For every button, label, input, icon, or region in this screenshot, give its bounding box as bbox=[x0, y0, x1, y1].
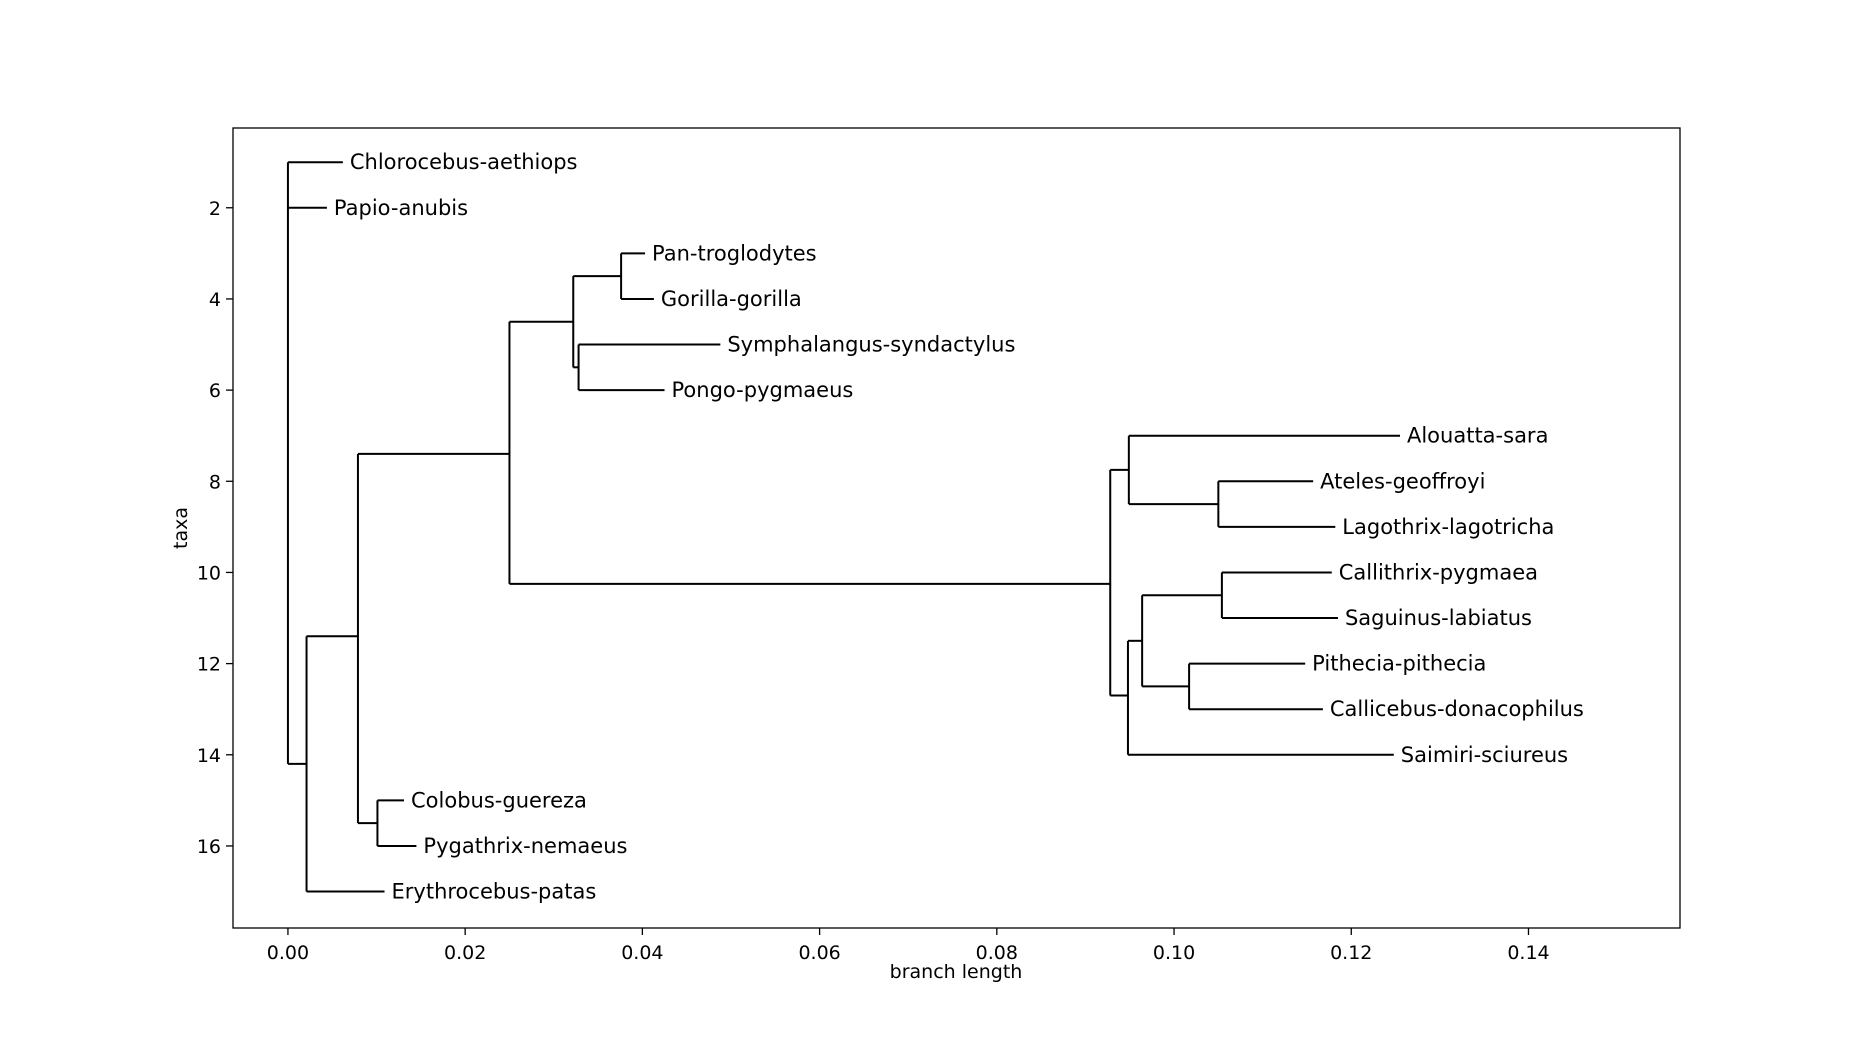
x-tick-label: 0.02 bbox=[444, 942, 486, 964]
leaf-label: Callicebus-donacophilus bbox=[1330, 697, 1584, 721]
x-tick-label: 0.12 bbox=[1330, 942, 1372, 964]
x-tick-label: 0.04 bbox=[621, 942, 663, 964]
leaf-label: Lagothrix-lagotricha bbox=[1342, 515, 1554, 539]
y-tick-label: 12 bbox=[197, 654, 221, 676]
leaf-label: Colobus-guereza bbox=[411, 788, 587, 812]
y-tick-label: 16 bbox=[197, 836, 221, 858]
leaf-label: Callithrix-pygmaea bbox=[1339, 560, 1538, 584]
x-axis-ticks: 0.00 0.02 0.04 0.06 0.08 0.10 0.12 0.14 bbox=[267, 928, 1550, 964]
leaf-label: Alouatta-sara bbox=[1407, 424, 1548, 448]
y-axis-ticks: 2 4 6 8 10 12 14 16 bbox=[197, 198, 233, 858]
x-tick-label: 0.10 bbox=[1153, 942, 1195, 964]
x-tick-label: 0.00 bbox=[267, 942, 309, 964]
y-tick-label: 4 bbox=[209, 289, 221, 311]
leaf-label: Symphalangus-syndactylus bbox=[727, 333, 1015, 357]
leaf-label: Saguinus-labiatus bbox=[1345, 606, 1532, 630]
leaf-label: Pongo-pygmaeus bbox=[672, 378, 854, 402]
leaf-label: Saimiri-sciureus bbox=[1401, 743, 1568, 767]
leaf-label: Chlorocebus-aethiops bbox=[350, 150, 578, 174]
y-tick-label: 2 bbox=[209, 198, 221, 220]
tree-branches bbox=[286, 161, 1400, 893]
y-tick-label: 6 bbox=[209, 380, 221, 402]
x-tick-label: 0.14 bbox=[1507, 942, 1549, 964]
y-axis-label: taxa bbox=[170, 507, 192, 549]
leaf-label: Gorilla-gorilla bbox=[661, 287, 802, 311]
x-axis-label: branch length bbox=[890, 961, 1023, 983]
leaf-label: Ateles-geoffroyi bbox=[1320, 469, 1485, 493]
y-tick-label: 8 bbox=[209, 471, 221, 493]
leaf-label: Erythrocebus-patas bbox=[392, 880, 597, 904]
y-tick-label: 10 bbox=[197, 562, 221, 584]
leaf-labels: Chlorocebus-aethiops Papio-anubis Pan-trog… bbox=[334, 150, 1584, 903]
x-tick-label: 0.06 bbox=[798, 942, 840, 964]
leaf-label: Papio-anubis bbox=[334, 196, 468, 220]
plot-frame bbox=[232, 127, 1681, 929]
leaf-label: Pithecia-pithecia bbox=[1312, 652, 1486, 676]
y-tick-label: 14 bbox=[197, 745, 221, 767]
leaf-label: Pan-troglodytes bbox=[652, 241, 817, 265]
x-tick-label: 0.08 bbox=[976, 942, 1018, 964]
leaf-label: Pygathrix-nemaeus bbox=[423, 834, 627, 858]
